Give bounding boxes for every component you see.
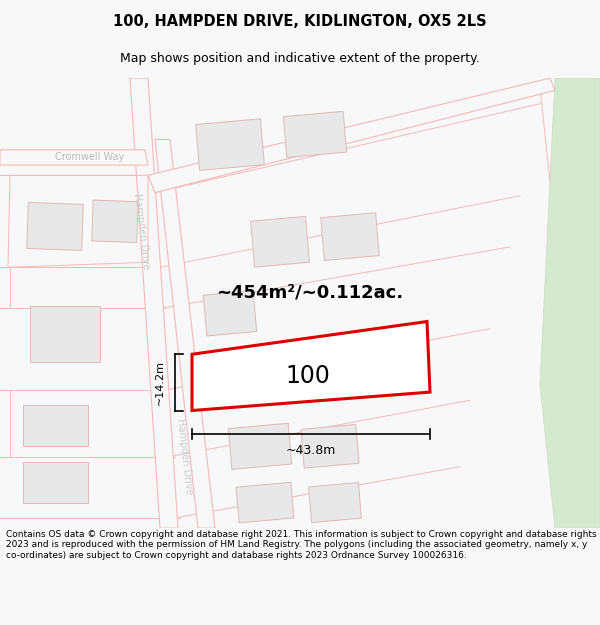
Text: Map shows position and indicative extent of the property.: Map shows position and indicative extent…	[120, 52, 480, 65]
Polygon shape	[92, 200, 138, 242]
Polygon shape	[196, 119, 265, 171]
Text: ~14.2m: ~14.2m	[155, 360, 165, 405]
Polygon shape	[301, 424, 359, 468]
Text: Contains OS data © Crown copyright and database right 2021. This information is : Contains OS data © Crown copyright and d…	[6, 530, 596, 560]
Text: ~454m²/~0.112ac.: ~454m²/~0.112ac.	[217, 284, 404, 302]
Polygon shape	[0, 150, 148, 165]
Polygon shape	[308, 482, 361, 522]
Text: 100, HAMPDEN DRIVE, KIDLINGTON, OX5 2LS: 100, HAMPDEN DRIVE, KIDLINGTON, OX5 2LS	[113, 14, 487, 29]
Polygon shape	[229, 423, 292, 469]
Polygon shape	[203, 291, 257, 336]
Polygon shape	[283, 111, 347, 158]
Polygon shape	[251, 216, 310, 267]
Text: 100: 100	[286, 364, 331, 388]
Text: ~43.8m: ~43.8m	[286, 444, 336, 457]
Polygon shape	[30, 306, 100, 362]
Polygon shape	[236, 482, 294, 523]
Polygon shape	[540, 78, 600, 528]
Polygon shape	[155, 139, 215, 528]
Text: Cromwell Way: Cromwell Way	[55, 152, 124, 162]
Polygon shape	[321, 213, 379, 261]
Polygon shape	[23, 462, 88, 503]
Polygon shape	[27, 202, 83, 251]
Polygon shape	[148, 78, 555, 192]
Polygon shape	[23, 406, 88, 446]
Polygon shape	[192, 321, 430, 411]
Text: Hampden Drive: Hampden Drive	[133, 193, 152, 270]
Polygon shape	[130, 78, 178, 528]
Text: Hampden Drive: Hampden Drive	[175, 418, 194, 495]
